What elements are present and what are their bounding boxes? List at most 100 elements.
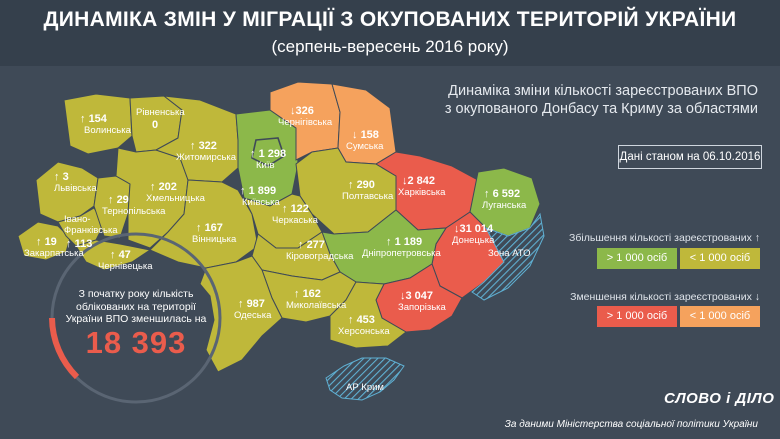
label-luhansk: ↑ 6 592 Луганська: [482, 188, 527, 211]
svg-text:Чернівецька: Чернівецька: [98, 261, 153, 272]
svg-text:Одеська: Одеська: [234, 310, 272, 321]
description-line-1: Динаміка зміни кількості зареєстрованих …: [448, 83, 758, 99]
svg-text:↓ 158: ↓ 158: [352, 129, 379, 141]
brand-logo: СЛОВО і ДІЛО: [664, 390, 775, 407]
svg-text:Івано-: Івано-: [64, 214, 91, 225]
label-zhytomyr: ↑ 322 Житомирська: [176, 140, 237, 163]
svg-text:↑ 1 899: ↑ 1 899: [240, 185, 276, 197]
arrow-up-icon: ↑: [754, 232, 760, 244]
legend-increase-title: Збільшення кількості зареєстрованих ↑: [569, 232, 760, 244]
label-crimea: АР Крим: [346, 382, 384, 393]
svg-text:↑ 1 298: ↑ 1 298: [250, 148, 286, 160]
svg-text:↑ 162: ↑ 162: [294, 288, 321, 300]
svg-text:↑ 113: ↑ 113: [66, 238, 92, 250]
region-volyn[interactable]: [63, 93, 133, 155]
svg-text:0: 0: [152, 119, 158, 131]
legend-increase-small[interactable]: < 1 000 осіб: [680, 248, 760, 269]
svg-text:↑ 1 189: ↑ 1 189: [386, 236, 422, 248]
svg-text:↑ 6 592: ↑ 6 592: [484, 188, 520, 200]
region-odesa[interactable]: [199, 255, 283, 373]
label-donetsk: ↓31 014 Донецька: [452, 223, 495, 246]
label-zakarpattia: ↑ 19 Закарпатська: [24, 236, 84, 259]
map-description: Динаміка зміни кількості зареєстрованих …: [398, 82, 758, 118]
label-vinnytsia: ↑ 167 Вінницька: [192, 222, 237, 245]
svg-text:↓3 047: ↓3 047: [400, 290, 433, 302]
svg-text:Черкаська: Черкаська: [272, 215, 319, 226]
svg-text:↓326: ↓326: [290, 105, 314, 117]
date-note: Дані станом на 06.10.2016: [618, 145, 762, 169]
svg-text:↓31 014: ↓31 014: [454, 223, 494, 235]
svg-text:Волинська: Волинська: [84, 125, 132, 136]
svg-text:↑ 47: ↑ 47: [110, 249, 131, 261]
label-sumy: ↓ 158 Сумська: [346, 129, 384, 152]
svg-text:↑ 322: ↑ 322: [190, 140, 217, 152]
region-sumy[interactable]: [331, 83, 397, 165]
svg-text:↑ 987: ↑ 987: [238, 298, 265, 310]
label-khmelnytskyi: ↑ 202 Хмельницька: [146, 181, 206, 204]
region-kyiv-city[interactable]: [251, 137, 285, 167]
label-dnipropetrovsk: ↑ 1 189 Дніпропетровська: [362, 236, 442, 259]
svg-text:Кіровоградська: Кіровоградська: [286, 251, 354, 262]
svg-text:↑ 453: ↑ 453: [348, 314, 375, 326]
svg-text:Луганська: Луганська: [482, 200, 527, 211]
region-ivano-frankivsk[interactable]: [57, 207, 105, 247]
page-subtitle: (серпень-вересень 2016 року): [271, 37, 509, 56]
svg-text:Рівненська: Рівненська: [136, 107, 185, 118]
label-cherkasy: ↑ 122 Черкаська: [272, 203, 319, 226]
svg-text:Франківська: Франківська: [64, 225, 118, 236]
label-ivano-frankivsk: Івано- Франківська ↑ 113: [64, 214, 118, 250]
svg-text:↑ 29: ↑ 29: [108, 194, 129, 206]
label-kherson: ↑ 453 Херсонська: [338, 314, 390, 337]
svg-text:Сумська: Сумська: [346, 141, 384, 152]
total-value: 18 393: [85, 325, 187, 360]
svg-text:↑ 19: ↑ 19: [36, 236, 57, 248]
ato-zone[interactable]: [471, 212, 545, 301]
svg-text:↑ 3: ↑ 3: [54, 171, 69, 183]
svg-text:Харківська: Харківська: [398, 187, 446, 198]
label-chernivtsi: ↑ 47 Чернівецька: [98, 249, 153, 272]
total-description: З початку року кількість облікованих на …: [65, 288, 207, 325]
region-crimea[interactable]: [325, 357, 405, 401]
label-kyiv-city: ↑ 1 298 Київ: [250, 148, 286, 171]
svg-text:Херсонська: Херсонська: [338, 326, 390, 337]
label-ternopil: ↑ 29 Тернопільська: [102, 194, 166, 217]
legend-increase-big[interactable]: > 1 000 осіб: [597, 248, 677, 269]
svg-text:↓2 842: ↓2 842: [402, 175, 435, 187]
svg-text:Житомирська: Житомирська: [176, 152, 237, 163]
svg-text:Запорізька: Запорізька: [398, 302, 447, 313]
label-mykolaiv: ↑ 162 Миколаївська: [286, 288, 347, 311]
svg-text:Хмельницька: Хмельницька: [146, 193, 206, 204]
header-bar: ДИНАМІКА ЗМІН У МІГРАЦІЇ З ОКУПОВАНИХ ТЕ…: [0, 0, 780, 66]
svg-text:Дніпропетровська: Дніпропетровська: [362, 248, 442, 259]
label-volyn: ↑ 154 Волинська: [80, 113, 132, 136]
svg-text:↑ 202: ↑ 202: [150, 181, 177, 193]
legend-decrease-small[interactable]: < 1 000 осіб: [680, 306, 760, 327]
svg-text:↑ 277: ↑ 277: [298, 239, 325, 251]
source-note: За даними Міністерства соціальної політи…: [504, 419, 758, 430]
label-chernihiv: ↓326 Чернігівська: [278, 105, 333, 128]
region-zakarpattia[interactable]: [17, 221, 71, 261]
label-odesa: ↑ 987 Одеська: [234, 298, 272, 321]
legend-decrease-big[interactable]: > 1 000 осіб: [597, 306, 677, 327]
svg-text:↑ 290: ↑ 290: [348, 179, 375, 191]
label-poltava: ↑ 290 Полтавська: [342, 179, 394, 202]
label-kirovohrad: ↑ 277 Кіровоградська: [286, 239, 354, 262]
label-ato-zone: Зона АТО: [488, 248, 531, 259]
label-rivne: Рівненська 0: [136, 107, 185, 131]
svg-text:Закарпатська: Закарпатська: [24, 248, 84, 259]
svg-text:Львівська: Львівська: [54, 183, 97, 194]
svg-text:↑ 167: ↑ 167: [196, 222, 223, 234]
svg-text:Миколаївська: Миколаївська: [286, 300, 347, 311]
description-line-2: з окупованого Донбасу та Криму за област…: [444, 101, 758, 117]
arrow-down-icon: ↓: [754, 291, 760, 303]
svg-text:Донецька: Донецька: [452, 235, 495, 246]
total-ring-highlight: [49, 317, 80, 380]
svg-text:Вінницька: Вінницька: [192, 234, 237, 245]
region-kherson[interactable]: [329, 281, 407, 349]
svg-text:Київська: Київська: [242, 197, 280, 208]
svg-text:Тернопільська: Тернопільська: [102, 206, 166, 217]
label-zaporizhzhia: ↓3 047 Запорізька: [398, 290, 447, 313]
svg-text:Чернігівська: Чернігівська: [278, 117, 333, 128]
